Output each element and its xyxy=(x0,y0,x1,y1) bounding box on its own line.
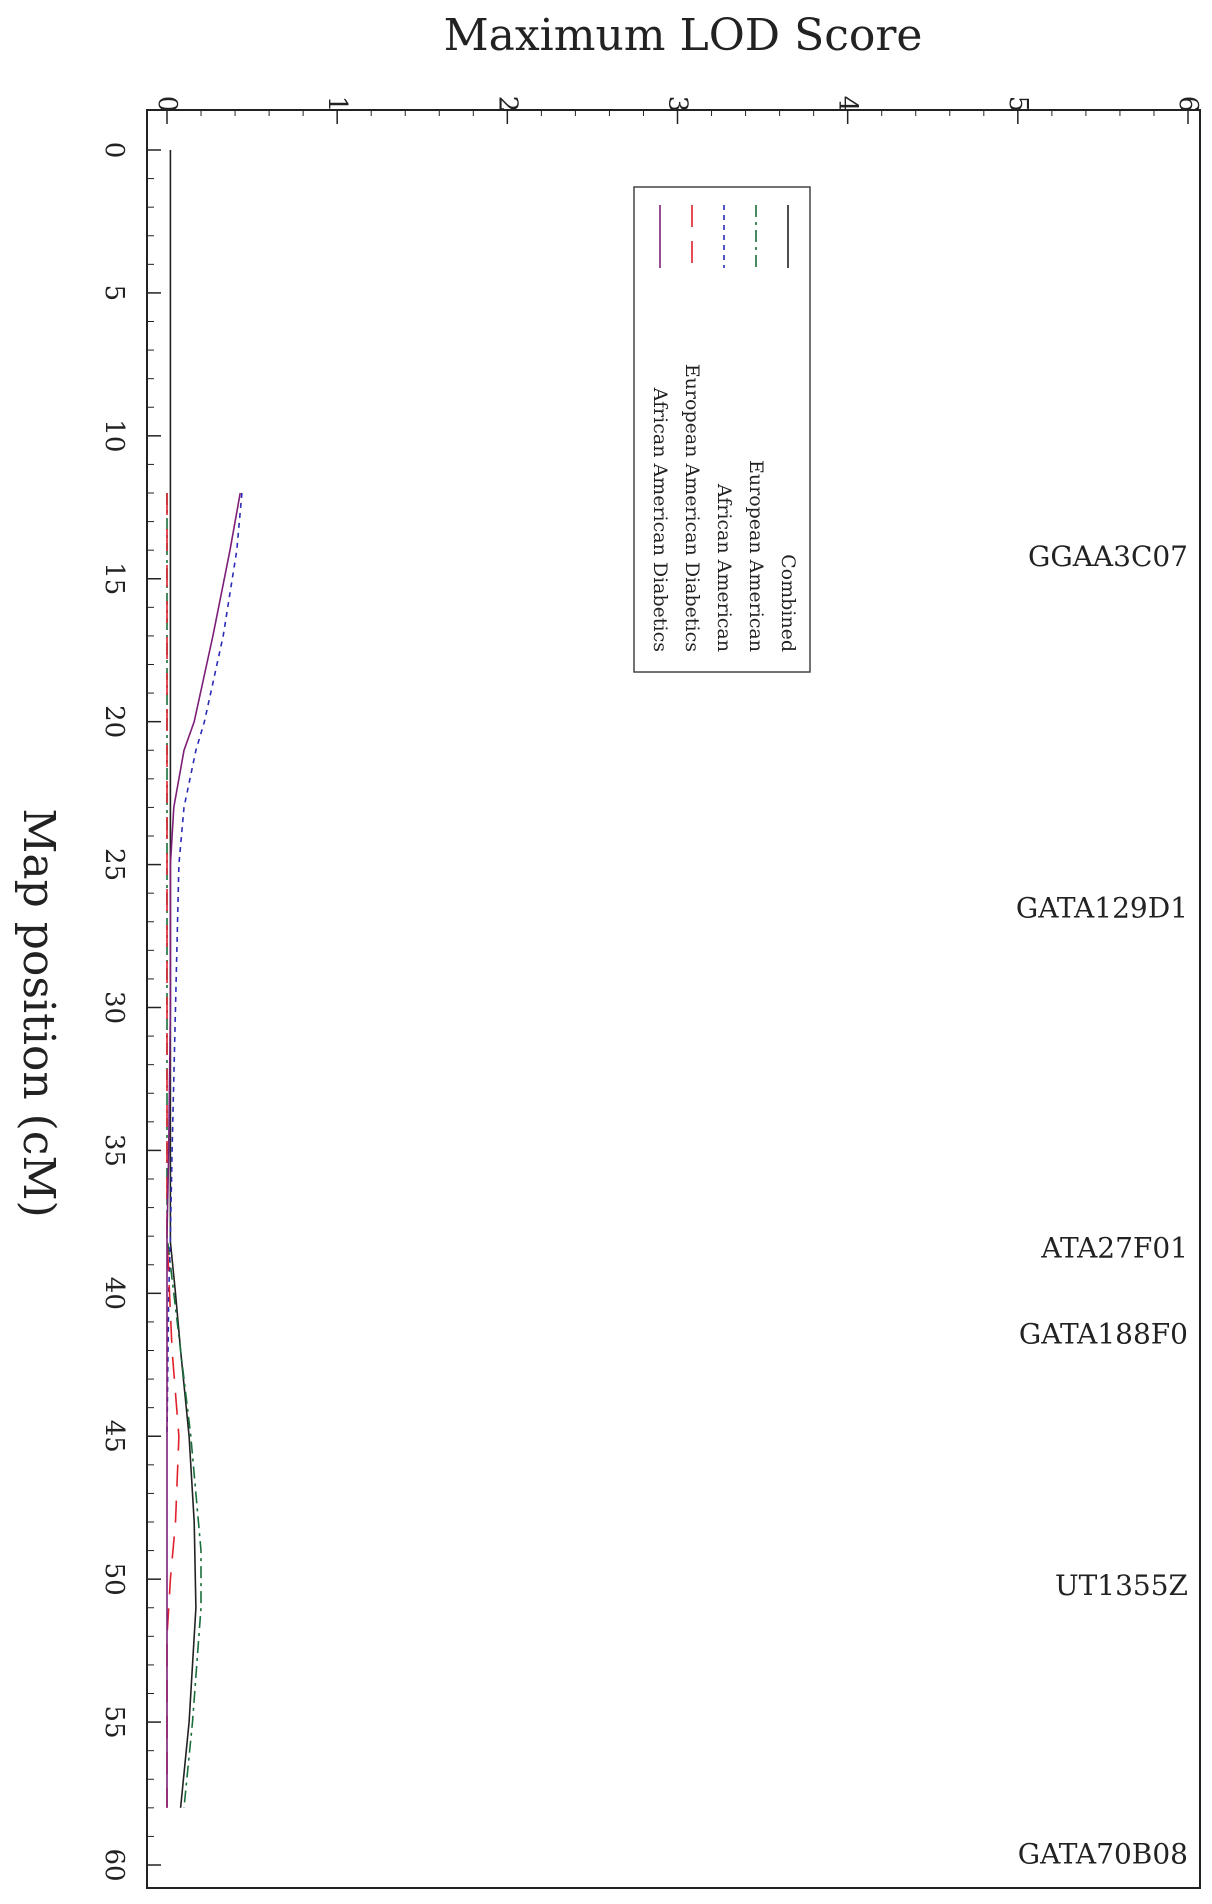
pos-tick-label: 25 xyxy=(99,848,129,881)
marker-label: GGAA3C07 xyxy=(1028,540,1188,573)
pos-tick-label: 10 xyxy=(99,419,129,452)
pos-tick-label: 45 xyxy=(99,1420,129,1453)
pos-tick-label: 35 xyxy=(99,1134,129,1167)
series-line-0 xyxy=(169,150,197,1808)
marker-labels: GGAA3C07 GATA129D1 ATA27F01 GATA188F0 UT1355… xyxy=(1016,540,1188,1871)
lod-tick-label: 5 xyxy=(1003,96,1033,113)
pos-tick-label: 55 xyxy=(99,1706,129,1739)
lod-tick-label: 0 xyxy=(152,96,182,113)
lod-tick-label: 1 xyxy=(322,96,352,113)
pos-tick-label: 20 xyxy=(99,705,129,738)
x-axis-title: Map position (cM) xyxy=(13,808,64,1217)
legend-box xyxy=(633,186,811,673)
pos-tick-label: 60 xyxy=(99,1848,129,1881)
marker-label: GATA129D1 xyxy=(1016,891,1188,924)
series-line-2 xyxy=(166,492,243,1437)
marker-label: UT1355Z xyxy=(1055,1569,1188,1602)
pos-tick-label: 40 xyxy=(99,1277,129,1310)
pos-tick-label: 5 xyxy=(99,285,129,302)
pos-tick-label: 0 xyxy=(99,142,129,159)
y-axis-title: Maximum LOD Score xyxy=(444,10,923,61)
marker-label: ATA27F01 xyxy=(1040,1232,1188,1265)
lod-tick-label: 2 xyxy=(492,96,522,113)
marker-label: GATA70B08 xyxy=(1018,1838,1188,1871)
pos-tick-label: 15 xyxy=(99,562,129,595)
lod-tick-label: 3 xyxy=(663,96,693,113)
legend-label: African American Diabetics xyxy=(649,387,671,652)
lod-tick-label: 6 xyxy=(1173,96,1203,113)
pos-tick-label: 30 xyxy=(99,991,129,1024)
pos-tick-label: 50 xyxy=(99,1563,129,1596)
series-lines xyxy=(166,150,243,1808)
series-line-1 xyxy=(166,493,202,1808)
series-line-3 xyxy=(166,493,180,1808)
marker-label: GATA188F0 xyxy=(1019,1317,1188,1350)
legend-label: African American xyxy=(713,483,735,652)
legend-label: European American Diabetics xyxy=(681,364,703,652)
plot-area xyxy=(146,109,1201,1889)
lod-tick-label: 4 xyxy=(833,96,863,113)
legend-label: Combined xyxy=(777,554,799,652)
legend: Combined European American African America… xyxy=(633,186,811,673)
series-line-4 xyxy=(166,492,241,1808)
legend-label: European American xyxy=(745,460,767,652)
